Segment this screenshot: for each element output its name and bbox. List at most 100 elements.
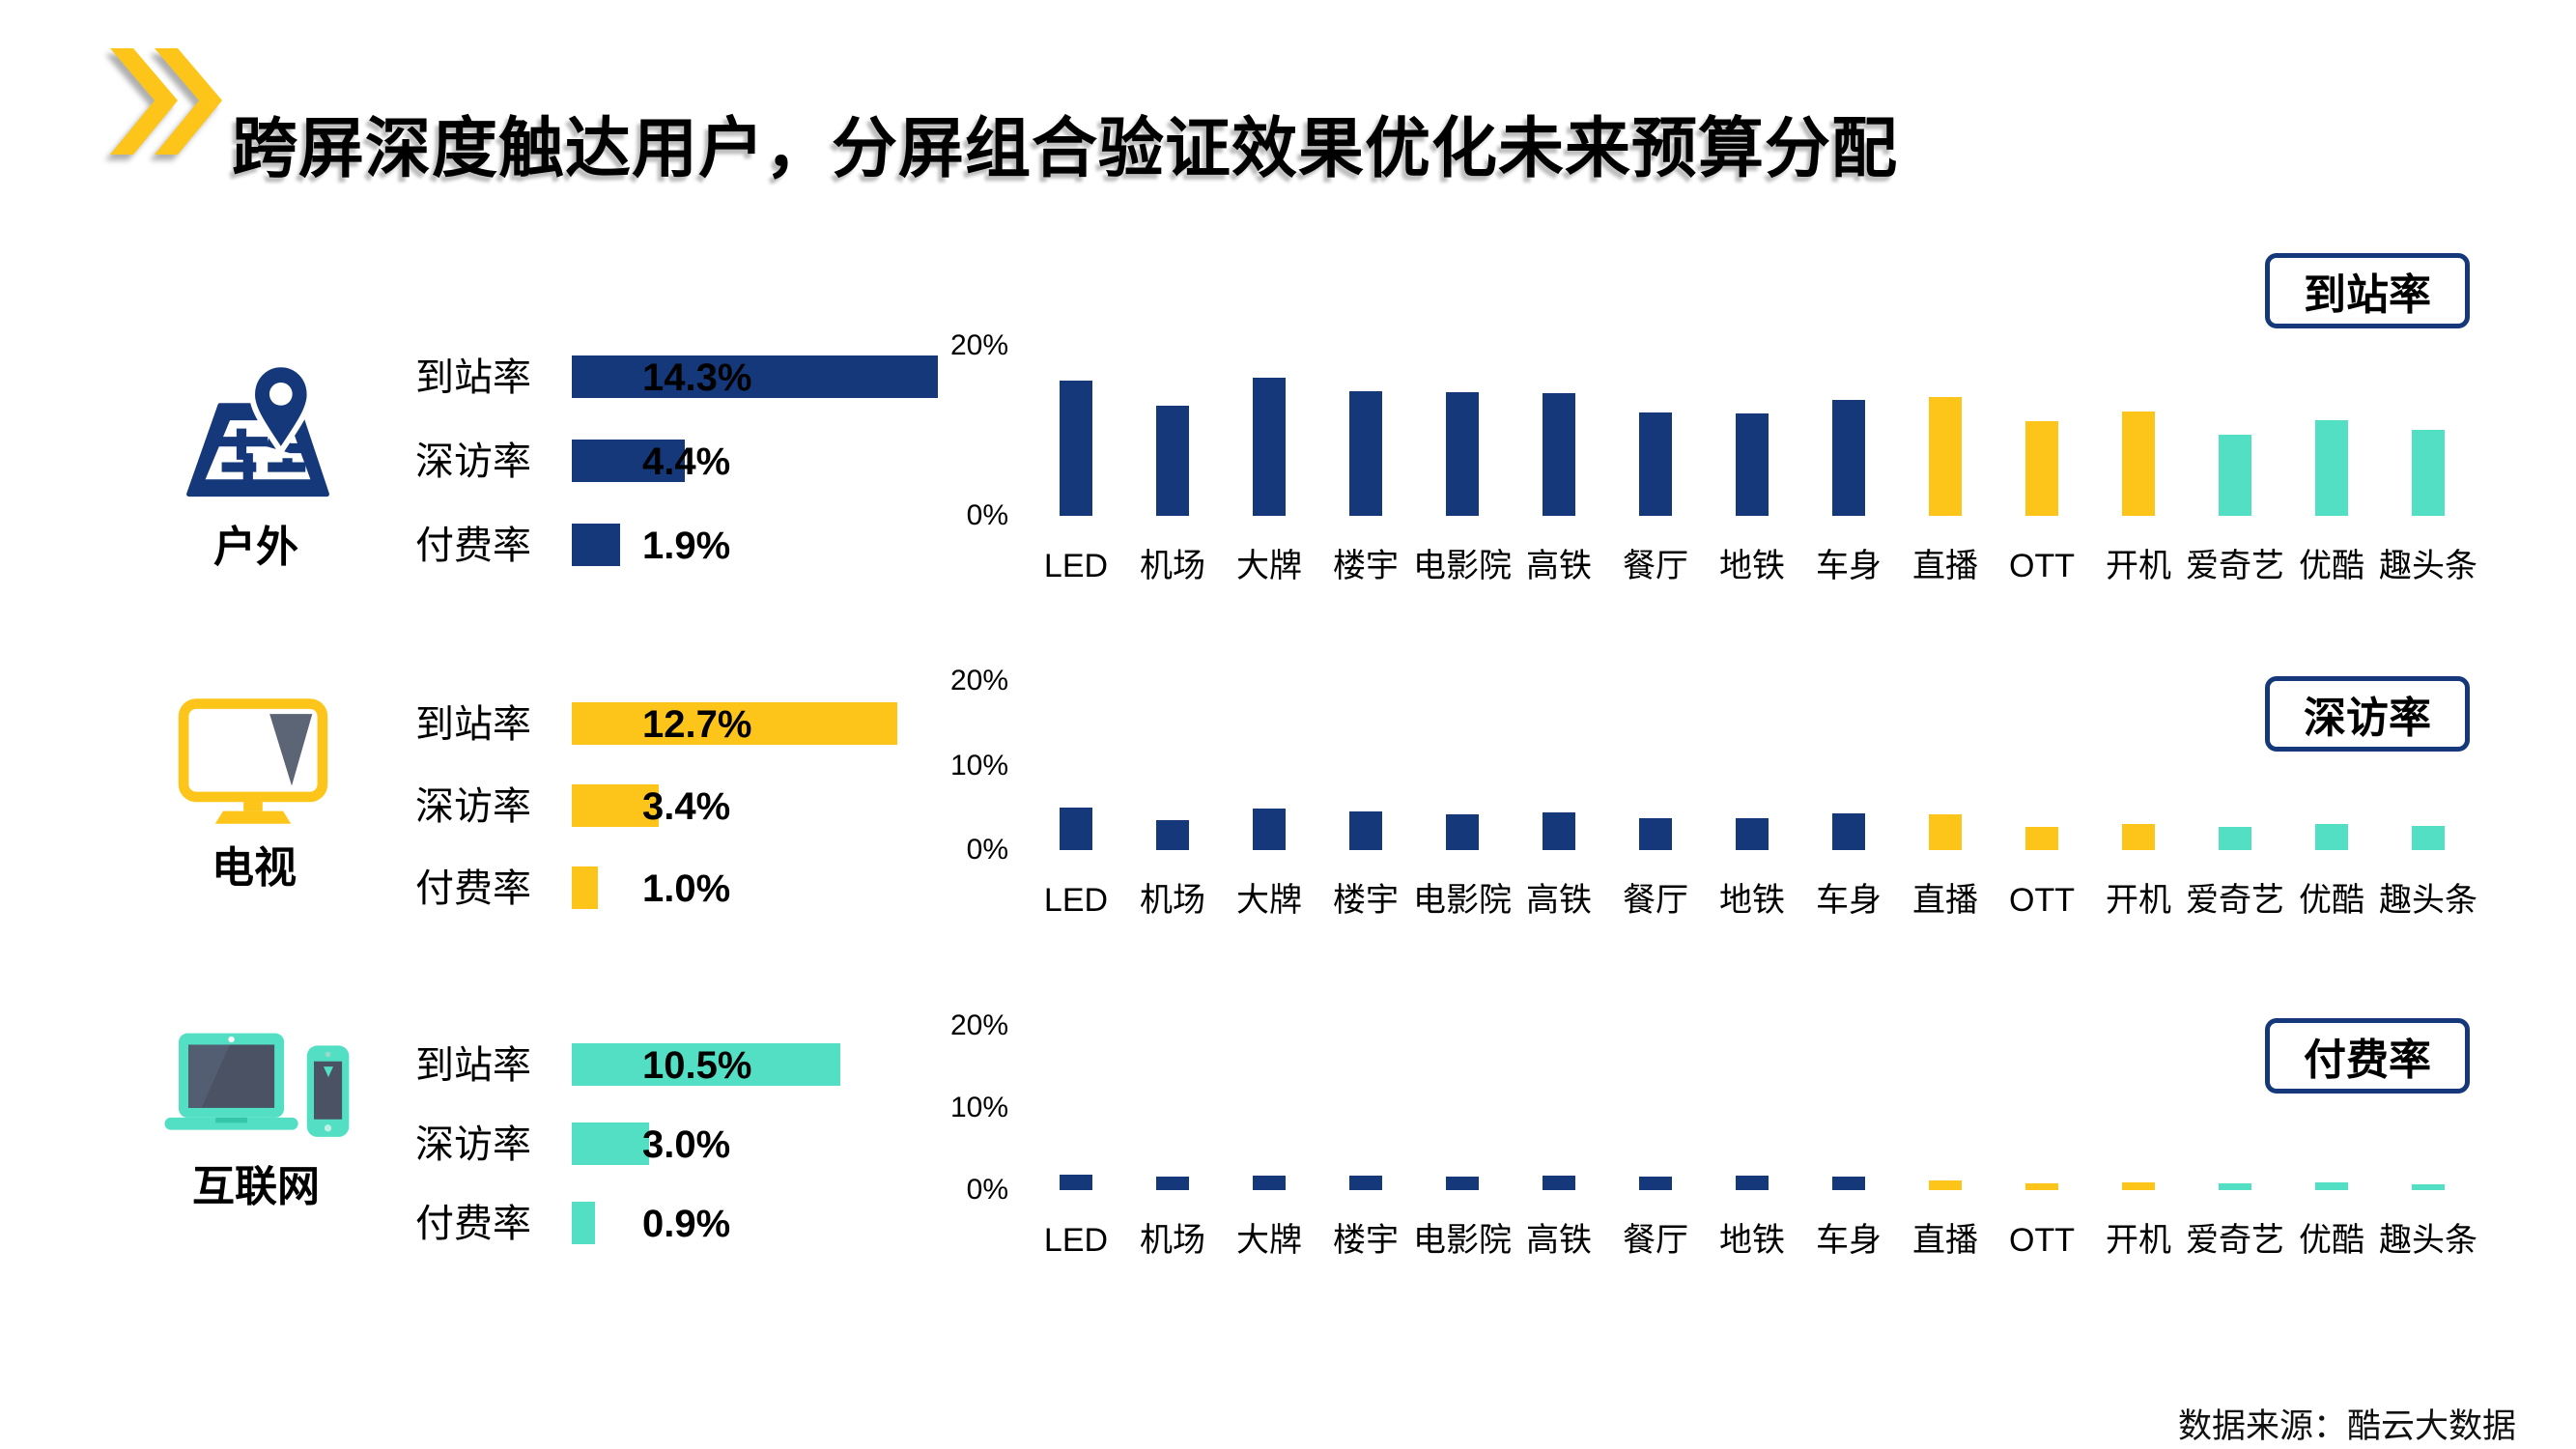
chart-bar [1929, 1180, 1962, 1190]
chart-bar [2412, 430, 2445, 516]
category-label: 机场 [1140, 882, 1205, 919]
chart-bar [1349, 391, 1382, 516]
category-label: OTT [2009, 882, 2075, 919]
category-label: 直播 [1912, 1222, 1978, 1259]
category-label: LED [1043, 548, 1109, 584]
chart-bar [2025, 421, 2058, 516]
chart-bar [1832, 813, 1865, 850]
chart-bar [1156, 406, 1189, 516]
chart-bar [1639, 412, 1672, 516]
chart-bar [1832, 1177, 1865, 1190]
metric-value: 14.3% [642, 356, 752, 399]
chart-bar [1639, 1177, 1672, 1190]
chart-bar [1060, 1175, 1092, 1190]
badge-label: 付费率 [2304, 1037, 2431, 1084]
badge-label: 到站率 [2304, 271, 2431, 319]
category-label: 楼宇 [1333, 1222, 1399, 1259]
badge-payment-rate: 付费率 [2265, 1018, 2470, 1094]
chart-bar [1253, 809, 1286, 850]
chart-bar [2315, 1182, 2348, 1190]
category-label: 开机 [2106, 548, 2171, 584]
chart-bar [2219, 435, 2251, 516]
chart-bar [1156, 820, 1189, 850]
chart-bar [2412, 1184, 2445, 1190]
page-title: 跨屏深度触达用户，分屏组合验证效果优化未来预算分配 [232, 111, 1899, 185]
category-label: 电影院 [1413, 548, 1512, 584]
chart-bar [2122, 412, 2155, 516]
metric-value: 1.9% [642, 525, 731, 567]
badge-arrival-rate: 到站率 [2265, 253, 2470, 328]
chart-bar [1060, 381, 1092, 516]
metric-label: 深访率 [415, 785, 531, 828]
category-label: 优酷 [2299, 1222, 2364, 1259]
chart-bar [2315, 824, 2348, 850]
category-label: LED [1043, 1222, 1109, 1259]
chart-bar [1736, 413, 1769, 516]
category-label: 优酷 [2299, 882, 2364, 919]
chart-bar [2122, 1182, 2155, 1190]
chart-bar [1446, 392, 1479, 516]
media-label-tv: 电视 [212, 844, 297, 892]
metric-value: 4.4% [642, 440, 731, 483]
chart-bar [2122, 824, 2155, 850]
metric-bar [572, 1043, 840, 1086]
chart-bar [2025, 1183, 2058, 1190]
metric-bar [572, 1122, 649, 1165]
category-label: 趣头条 [2379, 882, 2477, 919]
category-label: 地铁 [1719, 882, 1785, 919]
chart-bar [2219, 827, 2251, 850]
category-label: 直播 [1912, 548, 1978, 584]
metric-label: 付费率 [415, 867, 531, 910]
chart-bar [1929, 397, 1962, 516]
chart-bar [1543, 1176, 1575, 1190]
y-axis-tick: 20% [949, 665, 1008, 696]
chart-bar [1543, 812, 1575, 850]
chart-bar [1349, 811, 1382, 850]
category-label: 高铁 [1526, 882, 1592, 919]
y-axis-tick: 10% [949, 750, 1008, 781]
chart-bar [2219, 1183, 2251, 1190]
media-label-outdoor: 户外 [213, 524, 298, 571]
y-axis-tick: 20% [949, 1009, 1008, 1041]
metric-value: 1.0% [642, 867, 731, 910]
category-label: 地铁 [1719, 1222, 1785, 1259]
chart-bar [1446, 814, 1479, 850]
chart-bar [1543, 393, 1575, 516]
metric-value: 3.0% [642, 1123, 731, 1166]
category-label: 直播 [1912, 882, 1978, 919]
category-label: 车身 [1816, 548, 1882, 584]
metric-bar [572, 784, 659, 827]
metric-bar [572, 1202, 595, 1244]
metric-label: 付费率 [415, 525, 531, 567]
category-label: 餐厅 [1623, 548, 1688, 584]
category-label: 餐厅 [1623, 1222, 1688, 1259]
category-label: 大牌 [1236, 1222, 1302, 1259]
metric-bar [572, 702, 897, 745]
chart-bar [1253, 1176, 1286, 1190]
badge-deep-visit-rate: 深访率 [2265, 676, 2470, 752]
y-axis-tick: 0% [966, 834, 1008, 866]
chart-bar [1736, 1176, 1769, 1190]
category-label: 地铁 [1719, 548, 1785, 584]
double-chevron-icon [110, 48, 222, 155]
y-axis-tick: 10% [949, 1092, 1008, 1123]
chart-bar [2315, 420, 2348, 516]
data-source: 数据来源：酷云大数据 [2177, 1407, 2516, 1445]
devices-icon [164, 1033, 350, 1137]
media-label-internet: 互联网 [192, 1163, 320, 1210]
metric-value: 12.7% [642, 703, 752, 746]
map-pin-icon [186, 361, 329, 497]
category-label: 车身 [1816, 1222, 1882, 1259]
category-label: OTT [2009, 1222, 2075, 1259]
category-label: 趣头条 [2379, 548, 2477, 584]
metric-label: 深访率 [415, 440, 531, 483]
chart-bar [2412, 826, 2445, 850]
metric-label: 深访率 [415, 1123, 531, 1166]
chart-bar [2025, 827, 2058, 850]
